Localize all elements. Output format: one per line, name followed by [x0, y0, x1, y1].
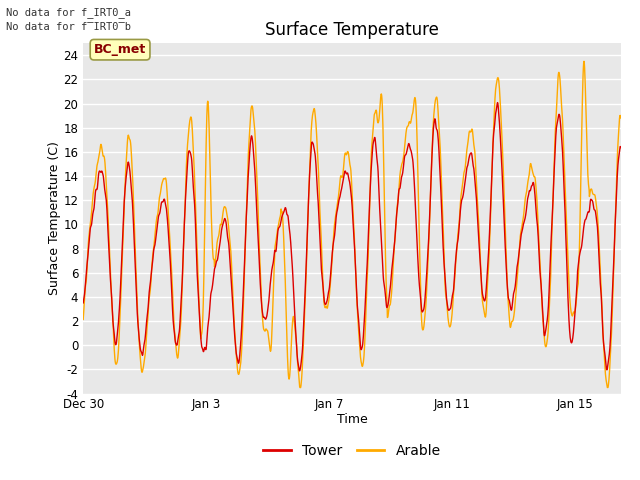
Text: No data for f̅IRT0̅b: No data for f̅IRT0̅b — [6, 22, 131, 32]
Title: Surface Temperature: Surface Temperature — [265, 21, 439, 39]
Text: No data for f_IRT0_a: No data for f_IRT0_a — [6, 7, 131, 18]
Text: BC_met: BC_met — [94, 43, 146, 56]
Legend: Tower, Arable: Tower, Arable — [258, 439, 446, 464]
X-axis label: Time: Time — [337, 413, 367, 426]
Y-axis label: Surface Temperature (C): Surface Temperature (C) — [47, 142, 61, 295]
